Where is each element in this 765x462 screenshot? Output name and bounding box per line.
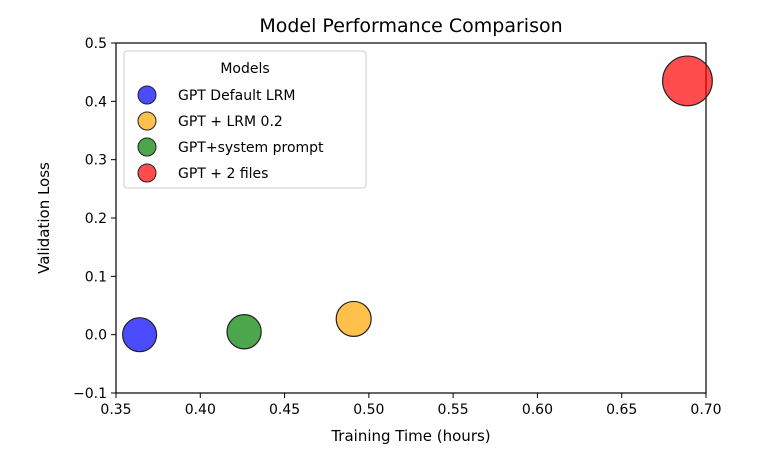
y-axis-label: Validation Loss: [35, 162, 53, 274]
legend-marker: [137, 111, 157, 131]
legend-marker: [137, 137, 157, 157]
legend-marker: [137, 163, 157, 183]
y-tick-label: 0.4: [85, 94, 107, 110]
legend-marker: [137, 85, 157, 105]
data-point: [122, 317, 158, 353]
x-tick-label: 0.65: [606, 402, 637, 418]
x-tick-label: 0.40: [185, 402, 216, 418]
x-axis: 0.35 0.40 0.45 0.50 0.55 0.60 0.65 0.70: [100, 393, 722, 418]
y-tick-label: 0.1: [85, 269, 107, 285]
y-axis: −0.1 0.0 0.1 0.2 0.3 0.4 0.5: [73, 36, 116, 402]
x-tick-label: 0.55: [438, 402, 469, 418]
legend-title: Models: [220, 61, 269, 77]
legend-label: GPT Default LRM: [178, 88, 296, 104]
x-tick-label: 0.50: [353, 402, 384, 418]
legend: Models GPT Default LRM GPT + LRM 0.2 GPT+s…: [123, 50, 367, 189]
y-tick-label: 0.5: [85, 36, 107, 52]
legend-label: GPT + 2 files: [178, 166, 268, 182]
x-tick-label: 0.35: [100, 402, 131, 418]
data-point: [335, 300, 372, 338]
y-tick-label: 0.3: [85, 153, 107, 169]
legend-box: [123, 50, 367, 189]
legend-label: GPT+system prompt: [178, 140, 324, 156]
data-point: [226, 314, 262, 350]
x-tick-label: 0.70: [690, 402, 721, 418]
chart-title: Model Performance Comparison: [259, 15, 562, 37]
y-tick-label: −0.1: [73, 386, 107, 402]
x-tick-label: 0.60: [522, 402, 553, 418]
legend-label: GPT + LRM 0.2: [178, 114, 283, 130]
data-points: [122, 55, 713, 353]
y-tick-label: 0.2: [85, 211, 107, 227]
data-point: [662, 55, 713, 107]
y-tick-label: 0.0: [85, 328, 107, 344]
x-tick-label: 0.45: [269, 402, 300, 418]
x-axis-label: Training Time (hours): [330, 427, 490, 445]
